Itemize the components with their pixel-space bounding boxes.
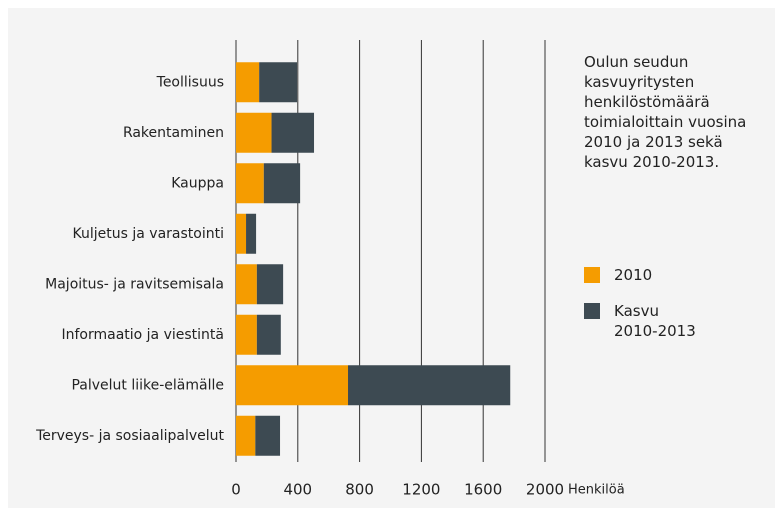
legend-label: Kasvu 2010-2013 [614, 302, 696, 340]
x-tick-label: 0 [231, 481, 241, 499]
bar-segment [236, 112, 272, 153]
bar-segment [271, 112, 315, 153]
y-tick-label: Kuljetus ja varastointi [73, 226, 224, 242]
legend-label: 2010 [614, 266, 653, 284]
x-axis-label: Henkilöä [568, 483, 625, 498]
y-tick-label: Informaatio ja viestintä [61, 327, 224, 343]
bar-segment [236, 264, 257, 305]
bar-segment [236, 365, 349, 406]
bar-segment [236, 415, 256, 456]
y-tick-label: Majoitus- ja ravitsemisala [45, 276, 224, 292]
legend-swatch [584, 267, 600, 283]
bar-segment [236, 62, 260, 103]
x-tick-label: 1600 [464, 481, 502, 499]
x-tick-label: 1200 [402, 481, 440, 499]
bar-segment [255, 415, 281, 456]
bar-segment [236, 213, 247, 254]
bar-segment [263, 163, 301, 204]
y-tick-label: Terveys- ja sosiaalipalvelut [35, 428, 224, 444]
bar-segment [256, 264, 284, 305]
bar-segment [236, 163, 264, 204]
y-tick-label: Teollisuus [156, 74, 224, 90]
bar-segment [259, 62, 298, 103]
bar-segment [348, 365, 511, 406]
y-tick-label: Kauppa [171, 175, 224, 191]
y-tick-label: Palvelut liike-elämälle [71, 377, 224, 393]
x-tick-label: 800 [345, 481, 374, 499]
x-tick-label: 400 [283, 481, 312, 499]
legend-swatch [584, 303, 600, 319]
y-tick-label: Rakentaminen [123, 125, 224, 141]
bar-segment [256, 314, 281, 355]
bar-segment [236, 314, 257, 355]
chart-panel [8, 8, 775, 508]
chart-title: Oulun seudun kasvuyritysten henkilöstömä… [584, 53, 747, 171]
bar-segment [246, 213, 257, 254]
x-tick-label: 2000 [526, 481, 564, 499]
